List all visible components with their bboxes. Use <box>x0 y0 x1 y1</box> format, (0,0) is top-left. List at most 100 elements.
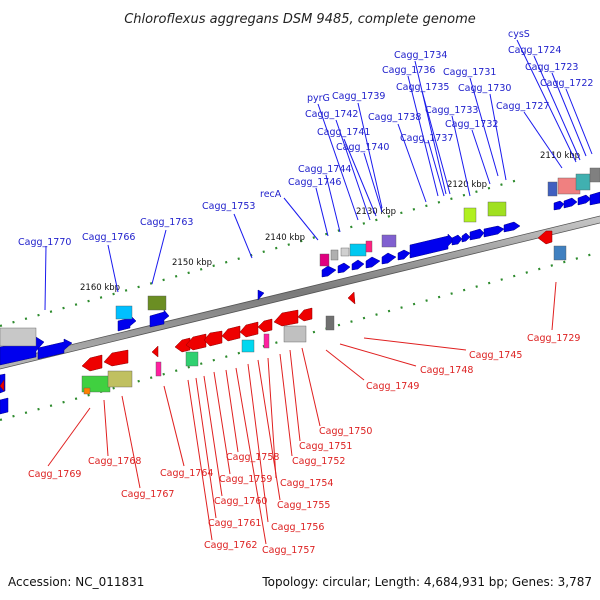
gene-label: Cagg_1732 <box>445 119 498 130</box>
feature-block <box>463 207 477 223</box>
gene-arrow <box>337 262 351 274</box>
gene-arrow <box>409 233 455 259</box>
gene-label: Cagg_1729 <box>527 333 580 344</box>
gene-label: Cagg_1741 <box>317 127 370 138</box>
accession-text: Accession: NC_011831 <box>8 575 144 589</box>
tick-label: 2150 kbp <box>172 258 212 268</box>
gene-label: Cagg_1739 <box>332 91 385 102</box>
gene-label: Cagg_1764 <box>160 468 213 479</box>
gene-label: Cagg_1737 <box>400 133 453 144</box>
gene-arrow <box>273 309 299 327</box>
gene-arrow <box>81 354 103 372</box>
gene-label: Cagg_1757 <box>262 545 315 556</box>
gene-label: Cagg_1744 <box>298 164 351 175</box>
feature-block <box>340 247 350 257</box>
gene-arrow <box>321 265 337 278</box>
feature-block <box>547 181 558 197</box>
gene-arrow <box>257 318 273 333</box>
feature-block <box>589 167 600 183</box>
gene-label: Cagg_1723 <box>525 62 578 73</box>
gene-label: Cagg_1755 <box>277 500 330 511</box>
feature-block <box>381 234 397 248</box>
gene-arrow <box>469 228 485 241</box>
feature-blocks <box>0 167 600 395</box>
gene-label: Cagg_1730 <box>458 83 511 94</box>
gene-label: pyrG <box>307 93 330 104</box>
gene-arrow <box>0 379 5 392</box>
gene-arrow <box>461 232 471 243</box>
feature-block <box>263 333 270 349</box>
feature-block <box>575 173 591 191</box>
gene-label: Cagg_1769 <box>28 469 81 480</box>
gene-label: Cagg_1750 <box>319 426 372 437</box>
gene-label: Cagg_1749 <box>366 381 419 392</box>
gene-label: Cagg_1767 <box>121 489 174 500</box>
feature-block <box>365 240 373 253</box>
gene-arrow <box>577 194 592 206</box>
gene-label: Cagg_1753 <box>202 201 255 212</box>
gene-label: Cagg_1748 <box>420 365 473 376</box>
gene-label: Cagg_1770 <box>18 237 71 248</box>
gene-label: Cagg_1745 <box>469 350 522 361</box>
gene-label: Cagg_1751 <box>299 441 352 452</box>
feature-block <box>241 339 255 353</box>
gene-label: Cagg_1761 <box>208 518 261 529</box>
gene-arrow <box>0 397 9 415</box>
gene-arrow <box>347 291 356 305</box>
gene-arrow <box>37 338 73 360</box>
gene-arrow <box>553 200 565 211</box>
gene-label: recA <box>260 189 282 200</box>
gene-label: cysS <box>508 29 530 40</box>
gene-label: Cagg_1738 <box>368 112 421 123</box>
reverse-genes <box>0 230 553 392</box>
gene-label: Cagg_1742 <box>305 109 358 120</box>
feature-block <box>283 325 307 343</box>
forward-leaders <box>44 39 593 311</box>
feature-block <box>147 295 167 311</box>
gene-label: Cagg_1756 <box>271 522 324 533</box>
gene-label: Cagg_1727 <box>496 101 549 112</box>
gene-arrow <box>297 307 313 322</box>
gene-label: Cagg_1746 <box>288 177 341 188</box>
genome-backbone <box>0 215 600 370</box>
gene-arrow <box>257 289 265 301</box>
gene-arrow <box>381 252 397 265</box>
gene-label: Cagg_1734 <box>394 50 447 61</box>
feature-block <box>349 243 367 257</box>
gene-label: Cagg_1763 <box>140 217 193 228</box>
feature-block <box>185 351 199 367</box>
gene-arrow <box>537 230 553 245</box>
feature-block <box>330 249 339 261</box>
tick-label: 2110 kbp <box>540 151 580 161</box>
gene-label: Cagg_1758 <box>226 452 279 463</box>
gene-arrow <box>351 259 365 271</box>
gene-label: Cagg_1768 <box>88 456 141 467</box>
gene-label: Cagg_1740 <box>336 142 389 153</box>
gene-label: Cagg_1733 <box>425 105 478 116</box>
gene-label: Cagg_1754 <box>280 478 333 489</box>
genome-stats-text: Topology: circular; Length: 4,684,931 bp… <box>261 575 592 589</box>
feature-block <box>107 370 133 388</box>
gene-label: Cagg_1760 <box>214 496 267 507</box>
gene-arrow <box>365 256 381 269</box>
gene-arrow <box>103 349 129 367</box>
gene-label: Cagg_1752 <box>292 456 345 467</box>
gene-arrow <box>589 191 600 206</box>
gene-arrow <box>451 234 463 246</box>
feature-block <box>0 327 37 347</box>
feature-block <box>487 201 507 217</box>
forward-gene-labels: Cagg_1770 Cagg_1766 Cagg_1763 Cagg_1753 … <box>18 29 593 248</box>
gene-arrow <box>397 249 411 261</box>
feature-block <box>155 361 162 377</box>
gene-arrow <box>563 197 578 209</box>
gene-label: Cagg_1724 <box>508 45 561 56</box>
gene-arrow <box>149 309 170 328</box>
gene-arrow <box>221 325 241 342</box>
feature-block <box>83 387 91 395</box>
tick-label: 2160 kbp <box>80 283 120 293</box>
gene-label: Cagg_1736 <box>382 65 435 76</box>
gene-label: Cagg_1731 <box>443 67 496 78</box>
tick-label: 2130 kbp <box>356 207 396 217</box>
feature-block <box>319 253 330 267</box>
